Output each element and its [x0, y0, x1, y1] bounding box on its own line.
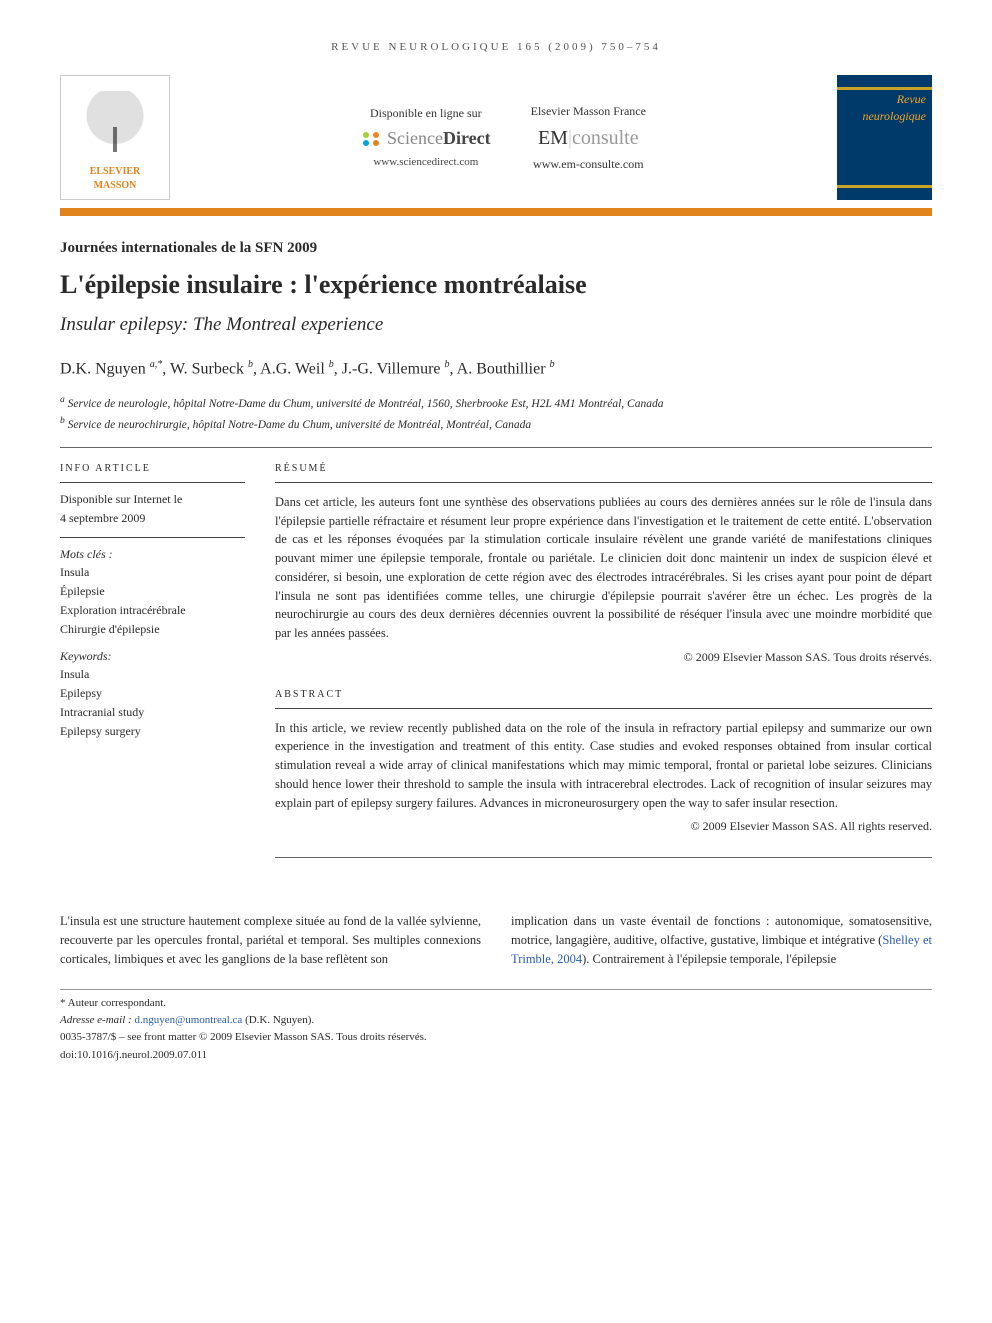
- emconsulte-url[interactable]: www.em-consulte.com: [531, 156, 646, 173]
- abstract-copyright: © 2009 Elsevier Masson SAS. All rights r…: [275, 818, 932, 835]
- info-abstract-grid: INFO ARTICLE Disponible sur Internet le …: [60, 462, 932, 872]
- publisher-name-1: ELSEVIER: [90, 165, 141, 179]
- mot-cle: Épilepsie: [60, 583, 245, 600]
- publisher-logo: ELSEVIER MASSON: [60, 75, 170, 200]
- sciencedirect-dots-icon: [361, 130, 383, 148]
- emconsulte-block: Elsevier Masson France EM|consulte www.e…: [531, 103, 646, 173]
- masthead: ELSEVIER MASSON Disponible en ligne sur …: [60, 75, 932, 200]
- cover-gold-line-icon: [837, 87, 932, 90]
- mot-cle: Exploration intracérébrale: [60, 602, 245, 619]
- article-title-fr: L'épilepsie insulaire : l'expérience mon…: [60, 267, 932, 303]
- author-list: D.K. Nguyen a,*, W. Surbeck b, A.G. Weil…: [60, 358, 932, 381]
- rule: [60, 447, 932, 448]
- sciencedirect-url[interactable]: www.sciencedirect.com: [361, 155, 491, 170]
- article-info-sidebar: INFO ARTICLE Disponible sur Internet le …: [60, 462, 245, 872]
- keyword: Insula: [60, 666, 245, 683]
- keyword: Epilepsy surgery: [60, 723, 245, 740]
- keyword: Intracranial study: [60, 704, 245, 721]
- resume-text: Dans cet article, les auteurs font une s…: [275, 493, 932, 643]
- resume-block: RÉSUMÉ Dans cet article, les auteurs fon…: [275, 462, 932, 666]
- info-article-head: INFO ARTICLE: [60, 462, 245, 476]
- resume-head: RÉSUMÉ: [275, 462, 932, 476]
- rule: [275, 857, 932, 858]
- footer-copyright: 0035-3787/$ – see front matter © 2009 El…: [60, 1030, 932, 1045]
- cover-title-name: neurologique: [862, 109, 926, 123]
- abstract-text: In this article, we review recently publ…: [275, 719, 932, 813]
- masthead-center: Disponible en ligne sur ScienceDirect ww…: [188, 75, 819, 200]
- mot-cle: Chirurgie d'épilepsie: [60, 621, 245, 638]
- corresponding-email-line: Adresse e-mail : d.nguyen@umontreal.ca (…: [60, 1013, 932, 1028]
- running-head: REVUE NEUROLOGIQUE 165 (2009) 750–754: [60, 40, 932, 55]
- orange-divider-bar: [60, 208, 932, 216]
- sd-logo-left: Science: [387, 128, 443, 148]
- sd-logo-right: Direct: [443, 128, 491, 148]
- affiliation-b: b Service de neurochirurgie, hôpital Not…: [60, 414, 932, 433]
- body-columns: L'insula est une structure hautement com…: [60, 912, 932, 968]
- keywords-group: Keywords: Insula Epilepsy Intracranial s…: [60, 648, 245, 740]
- cover-title-prefix: Revue: [897, 92, 926, 106]
- corresponding-author: * Auteur correspondant.: [60, 996, 932, 1011]
- mots-cles-label: Mots clés :: [60, 546, 245, 563]
- history-line2: 4 septembre 2009: [60, 510, 245, 527]
- mots-cles-group: Mots clés : Insula Épilepsie Exploration…: [60, 546, 245, 638]
- available-online-label: Disponible en ligne sur: [361, 105, 491, 122]
- publisher-name-2: MASSON: [94, 179, 137, 193]
- body-col-1: L'insula est une structure hautement com…: [60, 912, 481, 968]
- emc-logo-consulte: consulte: [572, 127, 639, 149]
- emc-logo-em: EM: [538, 127, 568, 149]
- body-col2-post: ). Contrairement à l'épilepsie temporale…: [582, 952, 836, 966]
- mot-cle: Insula: [60, 564, 245, 581]
- email-label: Adresse e-mail :: [60, 1014, 132, 1026]
- affiliation-a: a Service de neurologie, hôpital Notre-D…: [60, 393, 932, 412]
- elsevier-tree-icon: [85, 91, 145, 161]
- keywords-label: Keywords:: [60, 648, 245, 665]
- journal-cover: Revue neurologique: [837, 75, 932, 200]
- article-section-type: Journées internationales de la SFN 2009: [60, 238, 932, 259]
- body-col-2: implication dans un vaste éventail de fo…: [511, 912, 932, 968]
- abstract-block: ABSTRACT In this article, we review rece…: [275, 688, 932, 836]
- history-line1: Disponible sur Internet le: [60, 491, 245, 508]
- emc-label: Elsevier Masson France: [531, 103, 646, 120]
- abstracts-column: RÉSUMÉ Dans cet article, les auteurs fon…: [275, 462, 932, 872]
- article-title-en: Insular epilepsy: The Montreal experienc…: [60, 312, 932, 339]
- cover-gold-line-icon: [837, 185, 932, 188]
- resume-copyright: © 2009 Elsevier Masson SAS. Tous droits …: [275, 649, 932, 666]
- abstract-head: ABSTRACT: [275, 688, 932, 702]
- corresponding-email-link[interactable]: d.nguyen@umontreal.ca: [134, 1014, 242, 1026]
- footer-doi: doi:10.1016/j.neurol.2009.07.011: [60, 1048, 932, 1063]
- body-col2-pre: implication dans un vaste éventail de fo…: [511, 914, 932, 947]
- keyword: Epilepsy: [60, 685, 245, 702]
- article-footer: * Auteur correspondant. Adresse e-mail :…: [60, 989, 932, 1064]
- emconsulte-logo[interactable]: EM|consulte: [531, 124, 646, 152]
- email-who: (D.K. Nguyen).: [242, 1014, 314, 1026]
- sciencedirect-logo[interactable]: ScienceDirect: [361, 126, 491, 151]
- sciencedirect-block: Disponible en ligne sur ScienceDirect ww…: [361, 105, 491, 170]
